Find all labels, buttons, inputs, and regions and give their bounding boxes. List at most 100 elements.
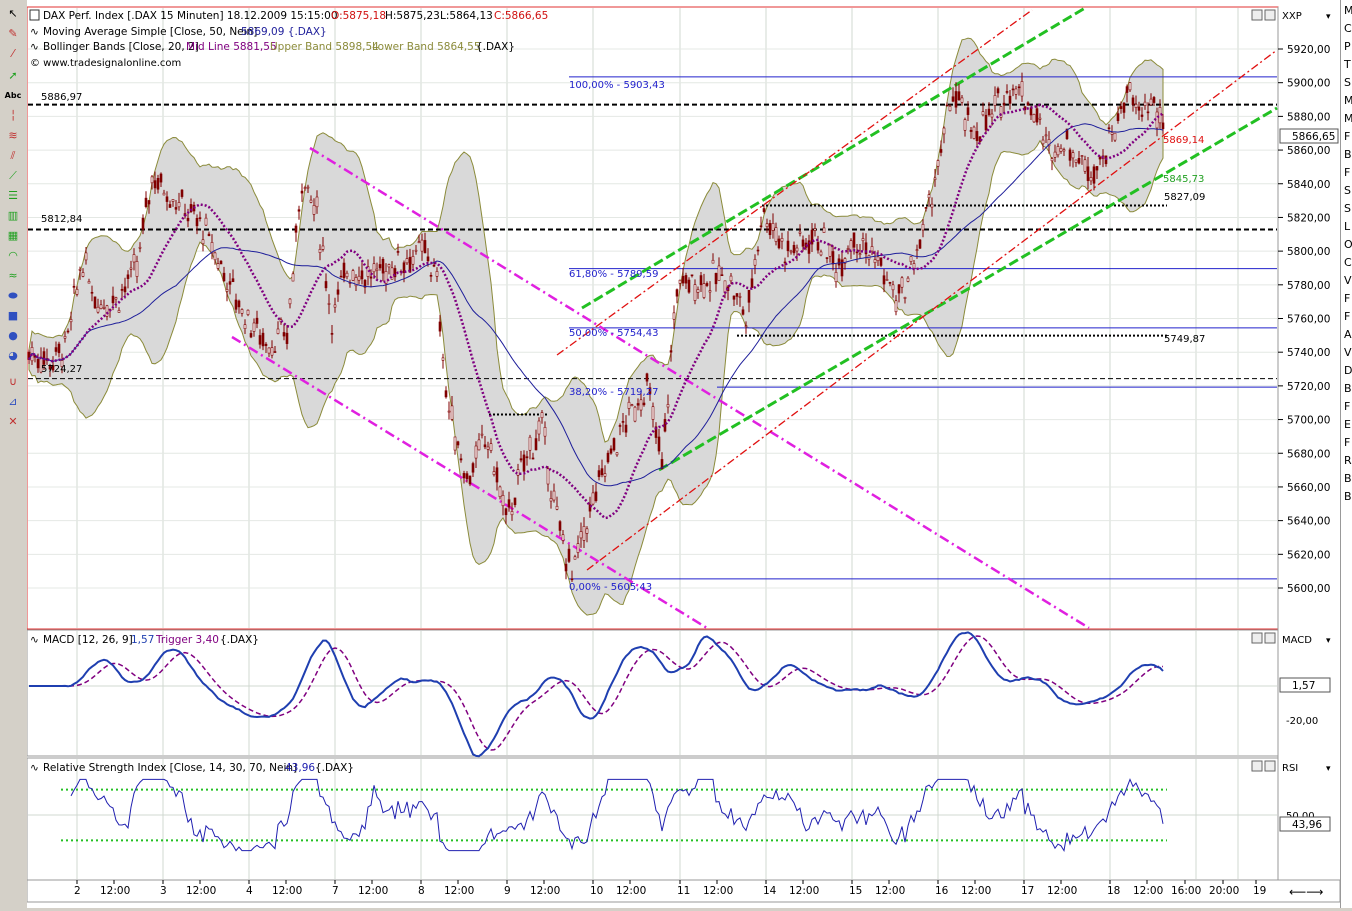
candle-body [309, 199, 313, 203]
candle-body [297, 209, 301, 212]
side-panel-letter: F [1344, 400, 1351, 413]
time-tick-label: 12:00 [100, 885, 130, 897]
candle-body [798, 231, 802, 234]
pencil-tool-icon[interactable]: ✎ [8, 27, 18, 40]
candle-body [951, 96, 955, 102]
candle-body [864, 242, 868, 255]
candle-body [729, 275, 733, 282]
cycle-tool-icon[interactable]: ≈ [8, 269, 18, 282]
candle-body [621, 421, 625, 423]
pitchfork-tool-icon[interactable]: ⫽ [10, 149, 16, 162]
candle-body [939, 149, 943, 153]
candle-body [126, 274, 130, 279]
right-side-panel: MCPTSMMFBFSSLOCVFFAVDBFEFRBB [1340, 0, 1352, 908]
circle-tool-icon[interactable]: ● [8, 329, 18, 342]
maximize-panel-icon[interactable] [1251, 760, 1263, 772]
vertical-line-tool-icon[interactable]: ╎ [9, 109, 17, 122]
ma-title: Moving Average Simple [Close, 50, Nein] [43, 26, 257, 38]
candle-body [315, 196, 319, 208]
candle-body [1032, 114, 1036, 123]
candle-body [1140, 114, 1144, 117]
candle-body [831, 251, 835, 265]
candle-body [375, 268, 379, 271]
macd-value: 1,57 [131, 634, 154, 646]
delete-tool-icon[interactable]: ✕ [8, 415, 18, 428]
candle-body [132, 254, 136, 263]
candle-body [468, 475, 472, 485]
arrow-tool-icon[interactable]: ➚ [8, 69, 18, 82]
pointer-tool-icon[interactable]: ↖ [8, 7, 18, 20]
axis-dropdown-icon[interactable]: ▾ [1326, 636, 1331, 646]
scroll-arrows-icon[interactable]: ⟵⟶ [1289, 885, 1323, 899]
time-tick-label: 16 [935, 885, 949, 897]
side-panel-letter: F [1344, 310, 1351, 323]
shape-tool-icon[interactable]: ◕ [8, 349, 18, 362]
close-panel-icon[interactable] [1264, 632, 1276, 644]
close-panel-icon[interactable] [1264, 9, 1276, 21]
time-tick-label: 12:00 [616, 885, 646, 897]
side-panel-letter: D [1344, 364, 1352, 377]
fibonacci-tool-icon[interactable]: ☰ [8, 189, 18, 202]
candle-body [354, 277, 358, 287]
candle-body [498, 486, 502, 498]
y-tick-label: 5740,00 [1287, 347, 1330, 359]
candle-body [660, 459, 664, 470]
time-tick-label: 12:00 [530, 885, 560, 897]
candle-body [648, 387, 652, 394]
candle-body [213, 252, 217, 261]
ellipse-tool-icon[interactable]: ⬬ [8, 289, 18, 302]
time-tick-label: 16:00 [1171, 885, 1201, 897]
candle-body [480, 433, 484, 436]
text-tool-icon[interactable]: Abc [4, 91, 22, 100]
candle-body [336, 289, 340, 295]
gann-tool-icon[interactable]: ▦ [7, 229, 19, 242]
candle-body [876, 256, 880, 261]
candle-body [447, 410, 451, 413]
rectangle-tool-icon[interactable]: ■ [7, 309, 19, 322]
arc-tool-icon[interactable]: ◠ [8, 249, 18, 262]
candle-body [417, 241, 421, 244]
time-tick-label: 12:00 [444, 885, 474, 897]
close-panel-icon[interactable] [1264, 760, 1276, 772]
candle-body [234, 299, 238, 310]
candle-body [513, 497, 517, 506]
candle-body [618, 425, 622, 427]
chart-area[interactable]: DAX Perf. Index [.DAX 15 Minuten] 18.12.… [26, 0, 1341, 908]
candle-body [870, 246, 874, 252]
candle-body [642, 402, 646, 406]
channel-tool-icon[interactable]: ≋ [8, 129, 18, 142]
candle-body [534, 438, 538, 451]
red-channel-lower [586, 49, 1278, 571]
maximize-panel-icon[interactable] [1251, 632, 1263, 644]
side-panel-letter: M [1344, 94, 1352, 107]
fib-fan-tool-icon[interactable]: ▥ [7, 209, 19, 222]
candle-body [117, 310, 121, 313]
candle-body [942, 127, 946, 135]
ohlc-low: L:5864,13 [440, 10, 493, 22]
side-panel-letter: V [1344, 274, 1352, 287]
candle-body [1119, 106, 1123, 109]
trendline-tool-icon[interactable]: ⟋ [9, 169, 17, 182]
y-tick-label: 5700,00 [1287, 415, 1330, 427]
candle-body [258, 335, 262, 345]
axis-dropdown-icon[interactable]: ▾ [1326, 764, 1331, 774]
candle-body [801, 239, 805, 247]
level-label: 5749,87 [1164, 334, 1205, 345]
candle-body [1044, 134, 1048, 137]
candle-body [843, 258, 847, 264]
side-panel-letter: A [1344, 328, 1352, 341]
candle-body [1146, 111, 1150, 114]
candle-body [816, 242, 820, 251]
line-tool-icon[interactable]: ⁄ [12, 47, 14, 60]
candle-body [429, 275, 433, 277]
maximize-panel-icon[interactable] [1251, 9, 1263, 21]
macd-trigger-line [29, 635, 1164, 751]
candle-body [72, 285, 76, 288]
macd-value-box [1279, 677, 1331, 693]
magnet-tool-icon[interactable]: ∪ [8, 375, 18, 388]
chart-settings-icon[interactable] [29, 9, 40, 21]
candle-body [837, 258, 841, 266]
measure-tool-icon[interactable]: ⊿ [8, 395, 18, 408]
drawing-toolbar: ↖ ✎ ⁄ ➚ Abc ╎ ≋ ⫽ ⟋ ☰ ▥ ▦ ◠ ≈ ⬬ ■ ● ◕ ∪ … [0, 0, 28, 908]
axis-dropdown-icon[interactable]: ▾ [1326, 12, 1331, 22]
